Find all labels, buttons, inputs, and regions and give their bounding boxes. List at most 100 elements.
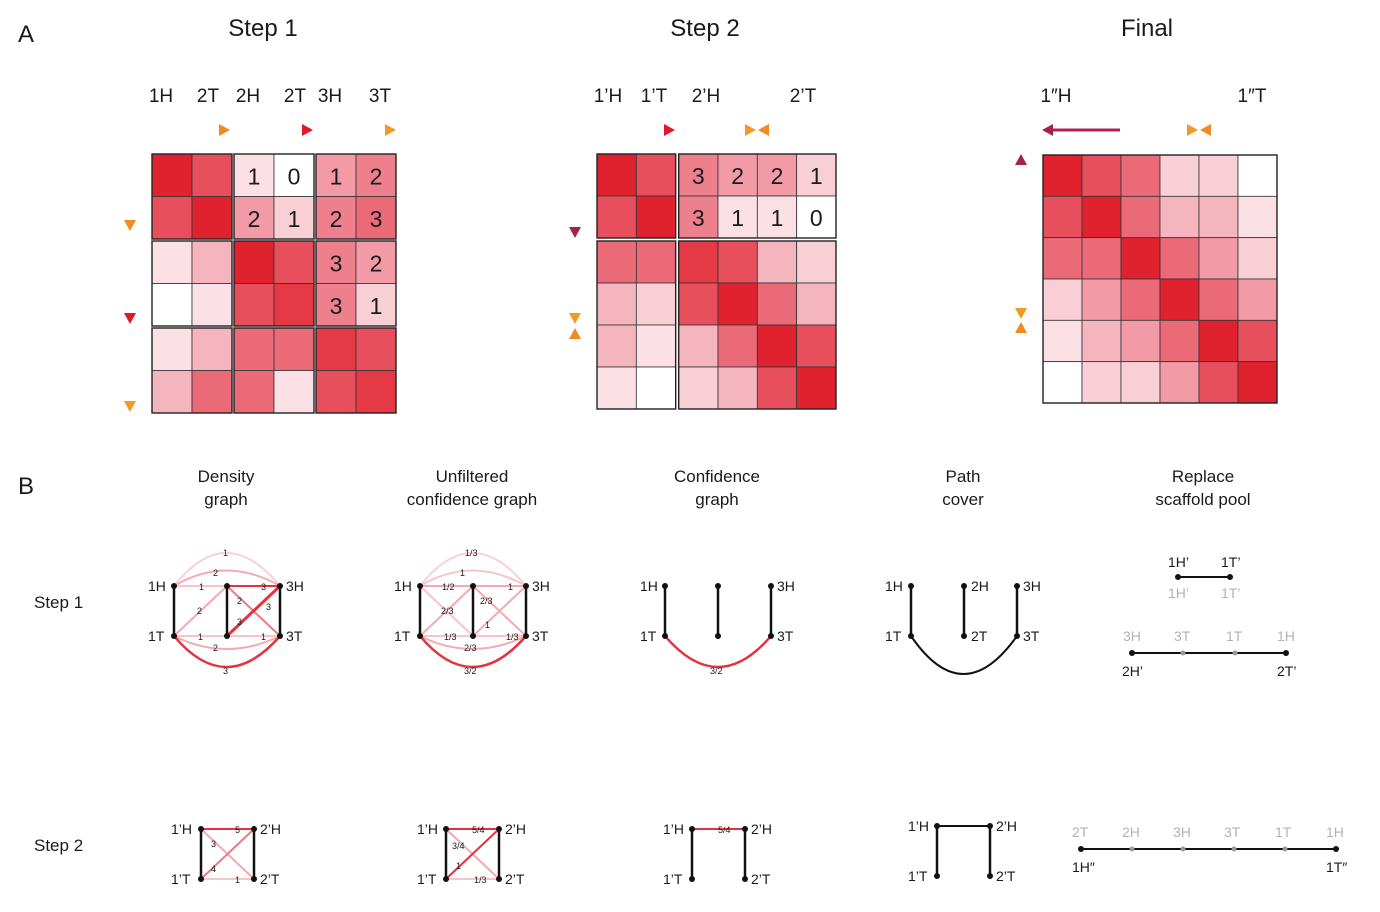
col-header-line2: cover (942, 490, 984, 509)
edge-weight: 1/3 (444, 632, 457, 642)
heatmap-block-outline (151, 327, 233, 414)
heatmap-block-outline (151, 240, 233, 327)
heatmap-cell (233, 370, 275, 414)
final-heatmap (1042, 154, 1278, 404)
scaffold-label: 2H (1122, 824, 1140, 840)
heatmap-cell (756, 366, 798, 410)
edge-weight: 2/3 (480, 596, 493, 606)
heatmap-cell-value: 3 (692, 205, 705, 231)
node-label: 3T (1023, 628, 1040, 644)
edge-weight: 2/3 (464, 643, 477, 653)
node-label: 3H (532, 578, 550, 594)
heatmap-cell (717, 240, 758, 284)
heatmap-cell (635, 324, 677, 368)
heatmap-cell (1237, 278, 1278, 321)
heatmap-cell (1120, 361, 1161, 404)
heatmap-cell (1237, 195, 1278, 239)
heatmap-cell-value: 1 (330, 163, 343, 189)
heatmap-cell (756, 195, 798, 239)
heatmap-cell (191, 283, 233, 327)
heatmap-cell (315, 196, 357, 240)
replace-scaffold-pool-step2: 2T 2H 3H 3T 1T 1H 1H″ 1T″ (1072, 824, 1347, 875)
panel-b-label: B (18, 473, 34, 500)
edge-weight: 1 (223, 548, 228, 558)
heatmap-cell-value: 3 (370, 206, 383, 232)
edge-weight: 1 (198, 632, 203, 642)
edge-weight: 3/2 (710, 666, 723, 676)
heatmap-cell (1198, 237, 1239, 280)
heatmap-block-outline (677, 240, 837, 410)
heatmap-cell-value: 3 (692, 163, 705, 189)
edge-weight: 3 (266, 602, 271, 612)
scaffold-label: 1T’ (1221, 554, 1240, 570)
node-label: 2’H (505, 821, 526, 837)
scaffold-label: 2T (1072, 824, 1089, 840)
heatmap-cell (1198, 195, 1239, 239)
heatmap-cell (233, 240, 275, 284)
scaffold-label: 1T″ (1326, 859, 1347, 875)
edge-weight: 1 (460, 568, 465, 578)
heatmap-cell (233, 196, 275, 240)
node-label: 1H (640, 578, 658, 594)
heatmap-cell (315, 327, 357, 371)
node-label: 1’H (171, 821, 192, 837)
node-label: 1’T (171, 871, 191, 887)
step2-col-label: 1’T (641, 86, 668, 107)
step1-title: Step 1 (228, 15, 297, 42)
heatmap-cell (756, 282, 798, 326)
node-label: 1’H (908, 818, 929, 834)
heatmap-block-outline (233, 153, 315, 240)
heatmap-cell (678, 240, 719, 284)
scaffold-label: 1H (1326, 824, 1344, 840)
heatmap-cell (796, 240, 837, 284)
edge-weight: 5/4 (718, 825, 731, 835)
scaffold-label: 3T (1174, 628, 1191, 644)
unfiltered-confidence-graph-step1: 1H 1T 3H 3T 1/3 1 1/2 2/3 2/3 1 1 1/3 1/… (394, 548, 550, 676)
node-label: 2’T (505, 871, 525, 887)
edge-weight: 1/3 (506, 632, 519, 642)
edge-weight: 1/3 (465, 548, 478, 558)
edge-weight: 1 (456, 861, 461, 871)
heatmap-cell (315, 283, 357, 327)
heatmap-cell (1081, 195, 1122, 239)
node-label: 1’H (417, 821, 438, 837)
edge-weight: 3 (261, 582, 266, 592)
scaffold-label: 1H″ (1072, 859, 1095, 875)
heatmap-cell (1042, 195, 1083, 239)
col-header-line2: graph (204, 490, 247, 509)
heatmap-cell (1198, 154, 1239, 197)
heatmap-cell (233, 327, 275, 371)
heatmap-cell (717, 324, 758, 368)
edge-weight: 2 (213, 643, 218, 653)
heatmap-cell (1198, 278, 1239, 321)
heatmap-block-outline (1042, 154, 1278, 404)
heatmap-cell (1237, 319, 1278, 363)
heatmap-cell (1042, 361, 1083, 404)
heatmap-cell (1159, 237, 1200, 280)
heatmap-cell-value: 3 (330, 293, 343, 319)
step2-title: Step 2 (670, 15, 739, 42)
density-graph-step1: 1H 1T 3H 3T 1 2 1 2 1 2 3 2 3 3 1 3 (148, 548, 304, 676)
heatmap-block-outline (151, 153, 233, 240)
step2-col-label: 1’H (594, 86, 623, 107)
col-header-line1: Path (946, 467, 981, 486)
scaffold-label: 1T (1275, 824, 1292, 840)
heatmap-cell-value: 1 (288, 206, 301, 232)
heatmap-cell (635, 240, 677, 284)
heatmap-cell (355, 370, 397, 414)
heatmap-block-outline (233, 240, 315, 327)
step2-orientation-arrows-horizontal (596, 124, 833, 136)
heatmap-cell-value: 2 (771, 163, 784, 189)
heatmap-cell (596, 366, 637, 410)
heatmap-cell (1159, 361, 1200, 404)
heatmap-cell (678, 366, 719, 410)
heatmap-cell (1237, 361, 1278, 404)
step1-orientation-arrows-vertical (124, 154, 136, 412)
heatmap-cell (678, 282, 719, 326)
heatmap-block-outline (596, 240, 677, 410)
edge-weight: 1/2 (442, 582, 455, 592)
scaffold-label: 1H (1277, 628, 1295, 644)
node-label: 1’H (663, 821, 684, 837)
heatmap-cell (355, 283, 397, 327)
heatmap-cell (1159, 319, 1200, 363)
